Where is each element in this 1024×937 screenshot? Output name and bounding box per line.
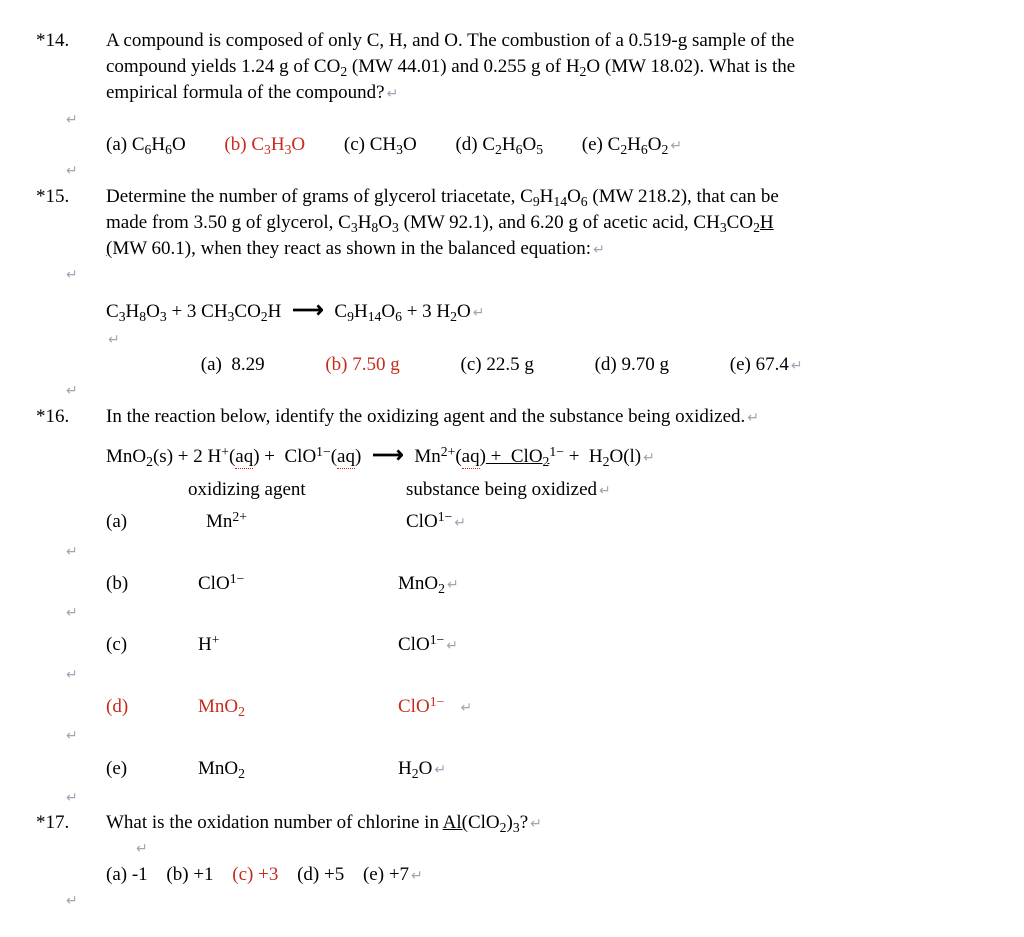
question-number: *17.	[36, 810, 106, 836]
return-mark: ↵	[66, 542, 988, 561]
q16-table: oxidizing agent substance being oxidized…	[106, 474, 666, 538]
question-body: A compound is composed of only C, H, and…	[106, 28, 988, 107]
return-mark: ↵	[385, 85, 399, 101]
table-row: (a) Mn2+ ClO1−↵	[106, 506, 666, 538]
return-mark: ↵	[66, 381, 988, 400]
return-mark: ↵	[66, 788, 988, 807]
header-substance-oxidized: substance being oxidized↵	[406, 474, 666, 506]
return-mark: ↵	[66, 110, 988, 129]
choice-a: (a) 8.29	[201, 354, 265, 375]
table-row: (b) ClO1− MnO2↵	[106, 568, 658, 600]
question-15: *15. Determine the number of grams of gl…	[36, 184, 988, 263]
table-row-correct: (d) MnO2 ClO1− ↵	[106, 691, 658, 723]
question-number: *15.	[36, 184, 106, 263]
choice-e: (e) 67.4↵	[730, 354, 803, 375]
choice-b-correct: (b) 7.50 g	[325, 354, 399, 375]
choice-e: (e) C2H6O2↵	[582, 132, 682, 158]
choice-d: (d) 9.70 g	[595, 354, 669, 375]
q16-table: (d) MnO2 ClO1− ↵	[106, 691, 658, 723]
table-header: oxidizing agent substance being oxidized…	[106, 474, 666, 506]
question-number: *14.	[36, 28, 106, 107]
choice-c: (c) CH3O	[344, 132, 417, 158]
question-16: *16. In the reaction below, identify the…	[36, 404, 988, 430]
header-oxidizing-agent: oxidizing agent	[166, 474, 406, 506]
question-body: Determine the number of grams of glycero…	[106, 184, 988, 263]
choice-c-correct: (c) +3	[232, 864, 278, 885]
q16-equation: MnO2(s) + 2 H+(aq) + ClO1−(aq) ⟶ Mn2+(aq…	[106, 440, 988, 470]
prompt-line: compound yields 1.24 g of CO2 (MW 44.01)…	[106, 56, 795, 77]
question-14: *14. A compound is composed of only C, H…	[36, 28, 988, 107]
return-mark: ↵	[66, 891, 988, 910]
choice-a: (a) -1	[106, 864, 148, 885]
return-mark: ↵	[66, 665, 988, 684]
choice-b: (b) +1	[166, 864, 213, 885]
q15-choices: (a) 8.29 (b) 7.50 g (c) 22.5 g (d) 9.70 …	[106, 352, 988, 378]
prompt-line: A compound is composed of only C, H, and…	[106, 30, 794, 51]
return-mark: ↵	[66, 726, 988, 745]
choice-c: (c) 22.5 g	[461, 354, 534, 375]
q16-table: (e) MnO2 H2O↵	[106, 753, 658, 785]
return-mark: ↵	[136, 839, 988, 858]
return-mark: ↵	[66, 161, 988, 180]
q15-equation: C3H8O3 + 3 CH3CO2H ⟶ C9H14O6 + 3 H2O↵ ↵	[106, 295, 988, 352]
question-body: What is the oxidation number of chlorine…	[106, 810, 988, 836]
choice-b-correct: (b) C3H3O	[224, 132, 305, 158]
q16-table: (b) ClO1− MnO2↵	[106, 568, 658, 600]
q16-table: (c) H+ ClO1−↵	[106, 629, 658, 661]
choice-d: (d) C2H6O5	[455, 132, 543, 158]
q17-choices: (a) -1 (b) +1 (c) +3 (d) +5 (e) +7↵	[106, 862, 988, 888]
question-body: In the reaction below, identify the oxid…	[106, 404, 988, 430]
return-mark: ↵	[66, 603, 988, 622]
choice-e: (e) +7↵	[363, 864, 423, 885]
choice-d: (d) +5	[297, 864, 344, 885]
choice-a: (a) C6H6O	[106, 132, 186, 158]
prompt-line: In the reaction below, identify the oxid…	[106, 406, 745, 427]
question-17: *17. What is the oxidation number of chl…	[36, 810, 988, 836]
q14-choices: (a) C6H6O (b) C3H3O (c) CH3O (d) C2H6O5 …	[106, 132, 988, 158]
table-row: (e) MnO2 H2O↵	[106, 753, 658, 785]
table-row: (c) H+ ClO1−↵	[106, 629, 658, 661]
return-mark: ↵	[66, 265, 988, 284]
prompt-line: empirical formula of the compound?	[106, 82, 385, 103]
question-number: *16.	[36, 404, 106, 430]
